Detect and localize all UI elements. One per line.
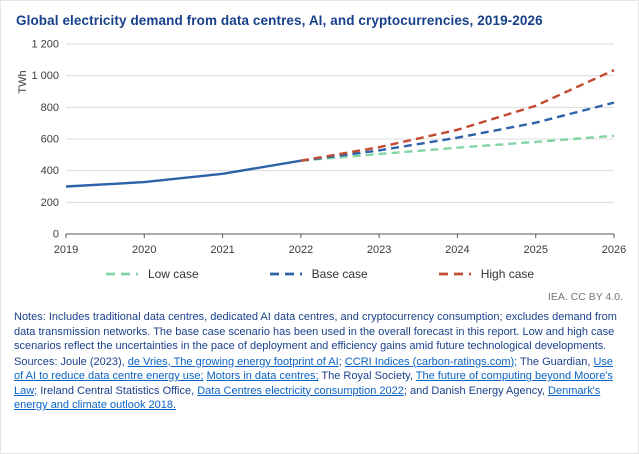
legend-label: High case xyxy=(480,267,535,281)
series-line-high-case xyxy=(300,69,615,162)
source-text-segment: The Royal Society, xyxy=(318,370,416,383)
source-text-segment: Ireland Central Statistics Office, xyxy=(37,384,198,397)
x-tick-label: 2024 xyxy=(445,244,469,256)
x-tick-label: 2021 xyxy=(210,244,234,256)
chart-svg: 0 200 400 600 800 1 000 1 200 2019 2020 2021 2022 2… xyxy=(17,39,626,257)
legend-dash-marker xyxy=(269,272,302,276)
series-line-historical xyxy=(65,159,302,188)
attribution-text: IEA. CC BY 4.0. xyxy=(547,291,623,303)
x-tick-label: 2020 xyxy=(132,244,156,256)
source-link[interactable]: Data Centres electricity consumption 202… xyxy=(197,384,404,397)
y-tick-label: 400 xyxy=(41,165,59,177)
source-text-segment: The Guardian, xyxy=(517,355,594,368)
x-tick-label: 2026 xyxy=(602,244,626,256)
source-link[interactable]: CCRI Indices (carbon-ratings.com); xyxy=(344,355,518,368)
source-link[interactable]: de Vries, The growing energy footprint o… xyxy=(127,355,342,368)
source-text-segment: ; and Danish Energy Agency, xyxy=(403,384,549,397)
y-axis-label: TWh xyxy=(17,70,29,93)
source-link[interactable]: Denmark's energy and climate outlook 201… xyxy=(14,384,601,412)
sources-text: Sources: Joule (2023), de Vries, The gro… xyxy=(14,355,625,413)
x-tick-label: 2025 xyxy=(523,244,547,256)
chart-title: Global electricity demand from data cent… xyxy=(16,13,543,28)
legend-dash-marker xyxy=(438,272,471,276)
y-tick-label: 0 xyxy=(53,229,59,241)
source-link[interactable]: Motors in data centres; xyxy=(206,370,319,383)
series-line-low-case xyxy=(300,134,615,162)
x-tick-label: 2022 xyxy=(289,244,313,256)
source-link[interactable]: The future of computing beyond Moore's L… xyxy=(14,370,613,397)
series-line-base-case xyxy=(300,101,615,162)
legend-label: Low case xyxy=(147,267,199,281)
notes-text: Notes: Includes traditional data centres… xyxy=(14,311,617,353)
legend-item-base-case: Base case xyxy=(269,267,368,281)
legend-dash-marker xyxy=(105,272,138,276)
source-text-segment: Sources: Joule (2023), xyxy=(14,355,128,368)
legend-label: Base case xyxy=(311,267,368,281)
y-tick-label: 800 xyxy=(41,102,59,114)
legend-item-high-case: High case xyxy=(438,267,534,281)
x-tick-label: 2023 xyxy=(367,244,391,256)
chart-legend: Low case Base case High case xyxy=(14,267,625,281)
y-tick-label: 600 xyxy=(41,134,59,146)
source-link[interactable]: Use of AI to reduce data centre energy u… xyxy=(14,355,613,383)
x-tick-label: 2019 xyxy=(54,244,78,256)
y-tick-label: 200 xyxy=(41,197,59,209)
y-tick-label: 1 000 xyxy=(31,70,59,82)
y-tick-label: 1 200 xyxy=(31,39,59,51)
chart-area: 0 200 400 600 800 1 000 1 200 2019 2020 2021 2022 2… xyxy=(14,32,626,265)
legend-item-low-case: Low case xyxy=(105,267,199,281)
